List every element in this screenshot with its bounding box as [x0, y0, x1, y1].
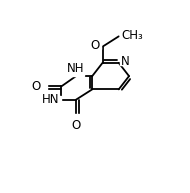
Bar — [120, 32, 133, 39]
Text: O: O — [90, 39, 100, 52]
Text: NH: NH — [67, 62, 85, 75]
Bar — [120, 58, 132, 65]
Text: HN: HN — [42, 93, 60, 106]
Text: O: O — [71, 119, 81, 132]
Bar — [47, 96, 61, 103]
Bar — [72, 114, 80, 121]
Text: N: N — [121, 55, 130, 68]
Bar — [69, 69, 84, 76]
Bar — [90, 42, 101, 49]
Text: CH₃: CH₃ — [121, 29, 143, 42]
Text: O: O — [31, 80, 41, 93]
Bar — [36, 82, 47, 90]
